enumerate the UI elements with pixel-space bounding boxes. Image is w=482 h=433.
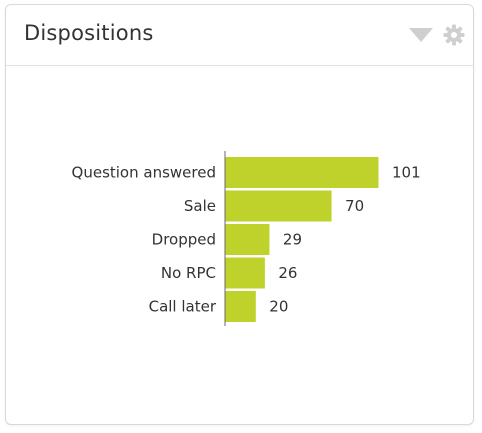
- gear-icon[interactable]: [443, 24, 465, 46]
- value-label: 101: [392, 164, 421, 182]
- bar-no-rpc[interactable]: [225, 257, 265, 289]
- category-label: No RPC: [161, 264, 216, 282]
- bar-question-answered[interactable]: [225, 157, 379, 188]
- value-label: 70: [345, 197, 364, 215]
- bar-chart: Question answered 101 Sale 70 Dropped 29 No RP…: [72, 151, 421, 326]
- value-label: 20: [269, 298, 288, 316]
- category-label: Question answered: [72, 164, 216, 182]
- widget-header: Dispositions: [6, 5, 473, 66]
- category-label: Call later: [149, 298, 217, 316]
- widget-title: Dispositions: [24, 21, 154, 45]
- dispositions-widget: Dispositions Question answered 101 Sale 70 D…: [5, 4, 474, 425]
- dispositions-chart: Question answered 101 Sale 70 Dropped 29 No RP…: [6, 66, 473, 424]
- chevron-down-icon[interactable]: [408, 27, 434, 43]
- category-label: Dropped: [152, 231, 216, 249]
- value-label: 26: [278, 264, 297, 282]
- category-label: Sale: [184, 197, 216, 215]
- bar-dropped[interactable]: [225, 224, 270, 255]
- bar-call-later[interactable]: [225, 291, 256, 322]
- value-label: 29: [283, 231, 302, 249]
- bar-sale[interactable]: [225, 190, 332, 222]
